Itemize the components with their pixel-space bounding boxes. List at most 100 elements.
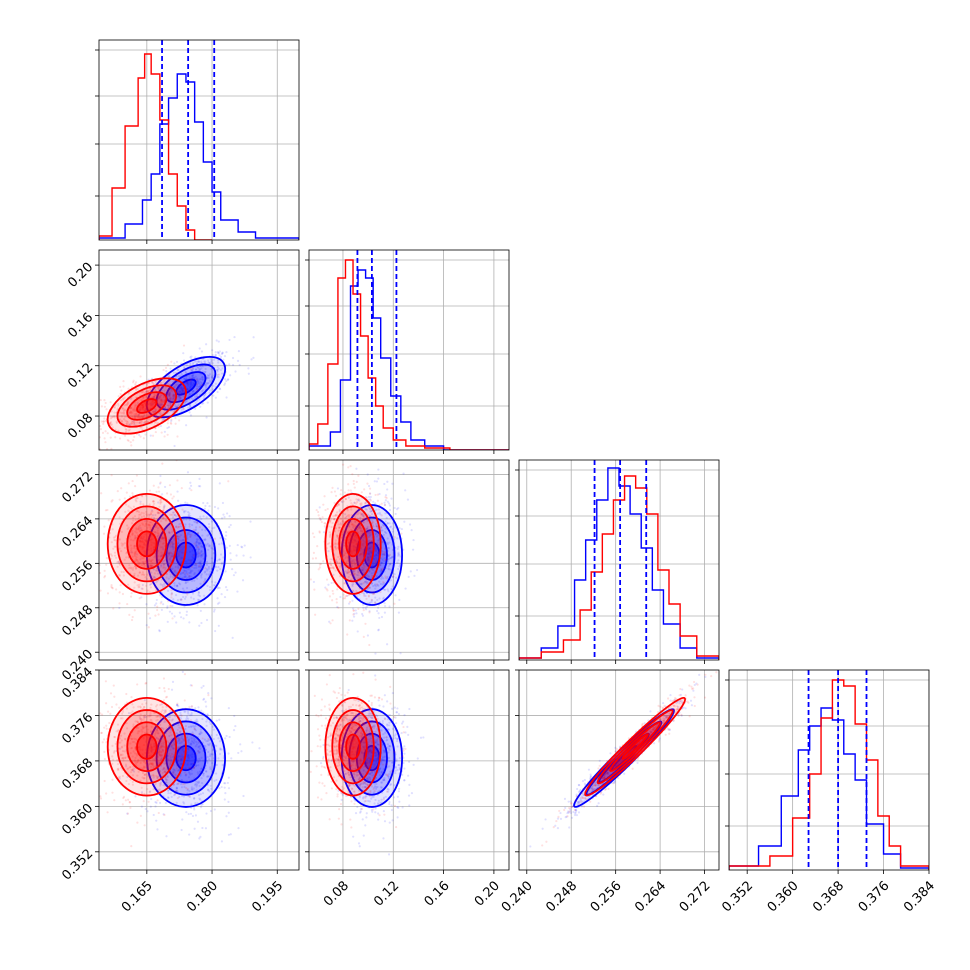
sample-point bbox=[141, 403, 144, 407]
sample-point bbox=[185, 717, 188, 720]
sample-point bbox=[168, 393, 171, 396]
sample-point bbox=[233, 335, 236, 339]
sample-point bbox=[180, 572, 183, 575]
sample-point bbox=[148, 418, 151, 421]
sample-point bbox=[352, 525, 355, 528]
sample-point bbox=[129, 712, 133, 715]
sample-point bbox=[175, 704, 179, 707]
sample-point bbox=[197, 751, 201, 754]
sample-point bbox=[138, 433, 141, 437]
sample-point bbox=[194, 401, 197, 405]
sample-point bbox=[375, 542, 379, 545]
sample-point bbox=[361, 530, 364, 533]
sample-point bbox=[327, 583, 330, 586]
sample-point bbox=[168, 531, 171, 535]
sample-point bbox=[138, 597, 141, 600]
sample-point bbox=[344, 595, 347, 598]
sample-point bbox=[323, 525, 326, 528]
sample-point bbox=[385, 558, 388, 561]
sample-point bbox=[191, 549, 194, 552]
sample-point bbox=[207, 509, 210, 512]
sample-point bbox=[208, 525, 211, 529]
sample-point bbox=[224, 791, 227, 795]
sample-point bbox=[219, 355, 223, 359]
sample-point bbox=[163, 504, 166, 507]
sample-point bbox=[122, 385, 125, 388]
sample-point bbox=[175, 787, 179, 790]
sample-point bbox=[89, 554, 91, 556]
sample-point bbox=[183, 783, 186, 786]
sample-point bbox=[397, 507, 400, 510]
sample-point bbox=[104, 574, 107, 578]
sample-point bbox=[226, 588, 229, 592]
sample-point bbox=[176, 542, 179, 545]
sample-point bbox=[349, 573, 352, 576]
sample-point bbox=[354, 609, 357, 612]
sample-point bbox=[366, 473, 369, 476]
sample-point bbox=[204, 700, 207, 703]
sample-point bbox=[160, 595, 163, 599]
sample-point bbox=[164, 696, 168, 699]
sample-point bbox=[353, 560, 356, 563]
sample-point bbox=[163, 687, 166, 690]
sample-point bbox=[353, 486, 356, 489]
panel-frame bbox=[98, 39, 300, 241]
sample-point bbox=[369, 601, 372, 604]
sample-point bbox=[162, 399, 165, 402]
sample-point bbox=[398, 598, 401, 601]
sample-point bbox=[166, 606, 169, 609]
sample-point bbox=[197, 542, 201, 545]
sample-point bbox=[196, 720, 199, 723]
sample-point bbox=[186, 382, 189, 385]
sample-point bbox=[364, 501, 367, 505]
sample-point bbox=[205, 416, 208, 419]
sample-point bbox=[157, 425, 160, 428]
sample-point bbox=[393, 506, 396, 510]
sample-point bbox=[146, 526, 149, 529]
sample-point bbox=[157, 613, 160, 616]
sample-point bbox=[377, 606, 380, 609]
sample-point bbox=[99, 436, 101, 439]
sample-point bbox=[132, 770, 136, 773]
sample-point bbox=[223, 595, 227, 599]
sample-point bbox=[167, 374, 171, 377]
sample-point bbox=[133, 609, 136, 612]
sample-point bbox=[132, 379, 135, 382]
sample-point bbox=[352, 573, 356, 577]
sample-point bbox=[172, 396, 175, 399]
sample-point bbox=[368, 546, 371, 550]
sample-point bbox=[224, 782, 227, 785]
sample-point bbox=[362, 567, 365, 570]
sample-point bbox=[334, 545, 337, 548]
sample-point bbox=[209, 809, 213, 813]
sample-point bbox=[353, 524, 356, 527]
sample-point bbox=[134, 388, 138, 391]
sample-point bbox=[183, 366, 186, 369]
sample-point bbox=[157, 539, 160, 542]
sample-point bbox=[388, 568, 391, 571]
sample-point bbox=[167, 551, 170, 554]
sample-point bbox=[116, 490, 119, 493]
sample-point bbox=[199, 515, 202, 518]
sample-point bbox=[174, 416, 177, 420]
sample-point bbox=[204, 570, 207, 573]
sample-point bbox=[148, 569, 152, 572]
sample-point bbox=[159, 784, 162, 787]
sample-point bbox=[148, 538, 151, 542]
sample-point bbox=[163, 767, 166, 770]
density-fill bbox=[364, 542, 380, 568]
sample-point bbox=[323, 522, 326, 525]
sample-point bbox=[150, 528, 153, 532]
sample-point bbox=[158, 747, 161, 750]
sample-point bbox=[344, 532, 347, 535]
panel-frame bbox=[308, 249, 510, 451]
sample-point bbox=[196, 380, 199, 383]
sample-point bbox=[184, 575, 187, 578]
sample-point bbox=[134, 763, 137, 766]
sample-point bbox=[142, 421, 145, 425]
sample-point bbox=[192, 389, 195, 393]
sample-point bbox=[193, 360, 197, 363]
sample-point bbox=[344, 557, 347, 560]
sample-point bbox=[149, 575, 152, 578]
